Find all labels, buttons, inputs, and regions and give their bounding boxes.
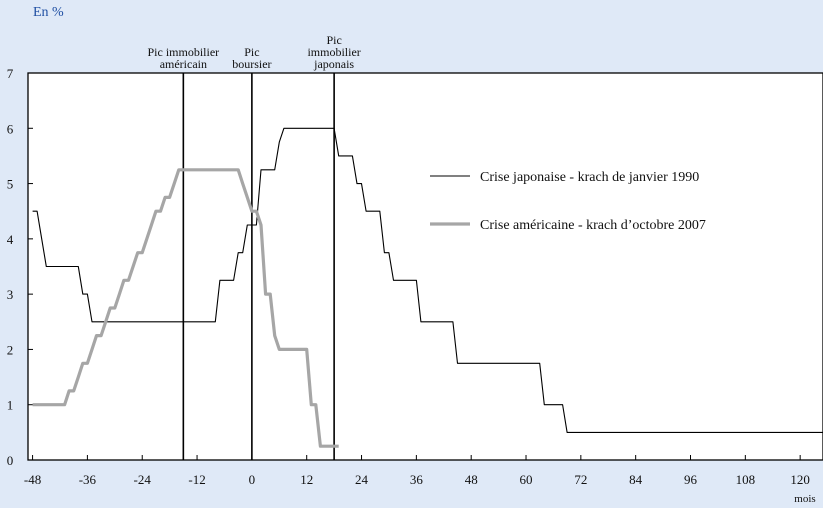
legend-label-1: Crise japonaise - krach de janvier 1990 (480, 170, 699, 185)
annotation-label: Pic immobilier (148, 45, 220, 59)
y-tick-label: 4 (7, 232, 14, 247)
y-tick-label: 0 (7, 453, 14, 468)
y-tick-label: 2 (7, 342, 14, 357)
x-tick-label: 36 (410, 472, 424, 487)
annotation-label: immobilier (307, 45, 360, 59)
y-tick-label: 7 (7, 66, 14, 81)
annotation-label: boursier (232, 57, 271, 71)
y-tick-label: 3 (7, 287, 14, 302)
x-tick-label: 108 (736, 472, 756, 487)
x-axis-label: mois (794, 493, 815, 505)
unit-label: En % (33, 5, 64, 20)
x-tick-label: 72 (574, 472, 587, 487)
series-line-1 (32, 127, 823, 433)
plot-area (27, 72, 823, 461)
annotation-label: Pic (326, 33, 341, 47)
series-line-2 (32, 168, 339, 448)
x-tick-label: 96 (684, 472, 698, 487)
x-tick-label: -36 (79, 472, 97, 487)
x-tick-label: 0 (249, 472, 256, 487)
annotation-label: américain (160, 57, 207, 71)
x-tick-label: -48 (24, 472, 41, 487)
annotation-label: Pic (244, 45, 259, 59)
legend-label-2: Crise américaine - krach d’octobre 2007 (480, 218, 706, 233)
x-tick-label: 120 (790, 472, 810, 487)
x-tick-label: 12 (300, 472, 313, 487)
x-tick-label: 48 (465, 472, 478, 487)
annotation-label: japonais (313, 57, 354, 71)
x-tick-label: -24 (134, 472, 152, 487)
y-tick-label: 1 (7, 398, 14, 413)
x-tick-label: 84 (629, 472, 643, 487)
x-tick-label: -12 (188, 472, 205, 487)
y-tick-label: 5 (7, 177, 14, 192)
y-tick-label: 6 (7, 121, 14, 136)
x-tick-label: 24 (355, 472, 369, 487)
x-tick-label: 60 (520, 472, 533, 487)
